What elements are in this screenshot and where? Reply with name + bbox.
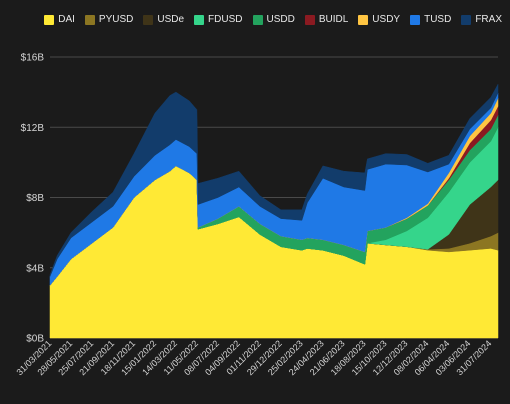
legend-item[interactable]: USDe <box>143 14 184 25</box>
legend-swatch <box>252 14 263 25</box>
legend-swatch <box>358 14 369 25</box>
y-tick-label: $4B <box>26 263 44 274</box>
legend-item[interactable]: BUIDL <box>304 14 349 25</box>
legend-label: USDD <box>266 14 295 25</box>
legend-swatch <box>304 14 315 25</box>
legend-item[interactable]: FRAX <box>461 14 502 25</box>
y-tick-label: $12B <box>21 123 45 134</box>
legend-label: DAI <box>58 14 75 25</box>
legend-item[interactable]: TUSD <box>410 14 451 25</box>
legend-swatch <box>410 14 421 25</box>
legend-swatch <box>44 14 55 25</box>
legend-item[interactable]: USDY <box>358 14 400 25</box>
legend-item[interactable]: PYUSD <box>84 14 134 25</box>
legend-label: FRAX <box>475 14 502 25</box>
legend-item[interactable]: FDUSD <box>194 14 243 25</box>
area-series-frax <box>49 84 499 277</box>
legend-label: TUSD <box>424 14 452 25</box>
y-tick-label: $0B <box>26 334 44 345</box>
y-tick-label: $16B <box>21 53 45 64</box>
y-tick-label: $8B <box>26 193 44 204</box>
legend-swatch <box>194 14 205 25</box>
legend-label: BUIDL <box>318 14 349 25</box>
legend-label: USDe <box>157 14 185 25</box>
legend-swatch <box>461 14 472 25</box>
legend-item[interactable]: DAI <box>44 14 75 25</box>
legend-swatch <box>84 14 95 25</box>
legend-label: USDY <box>372 14 401 25</box>
legend-label: FDUSD <box>208 14 243 25</box>
legend: DAI PYUSD USDe FDUSD USDD BUIDL USDY TUSD FRAX <box>44 14 502 25</box>
legend-item[interactable]: USDD <box>252 14 295 25</box>
legend-swatch <box>143 14 154 25</box>
legend-label: PYUSD <box>98 14 134 25</box>
